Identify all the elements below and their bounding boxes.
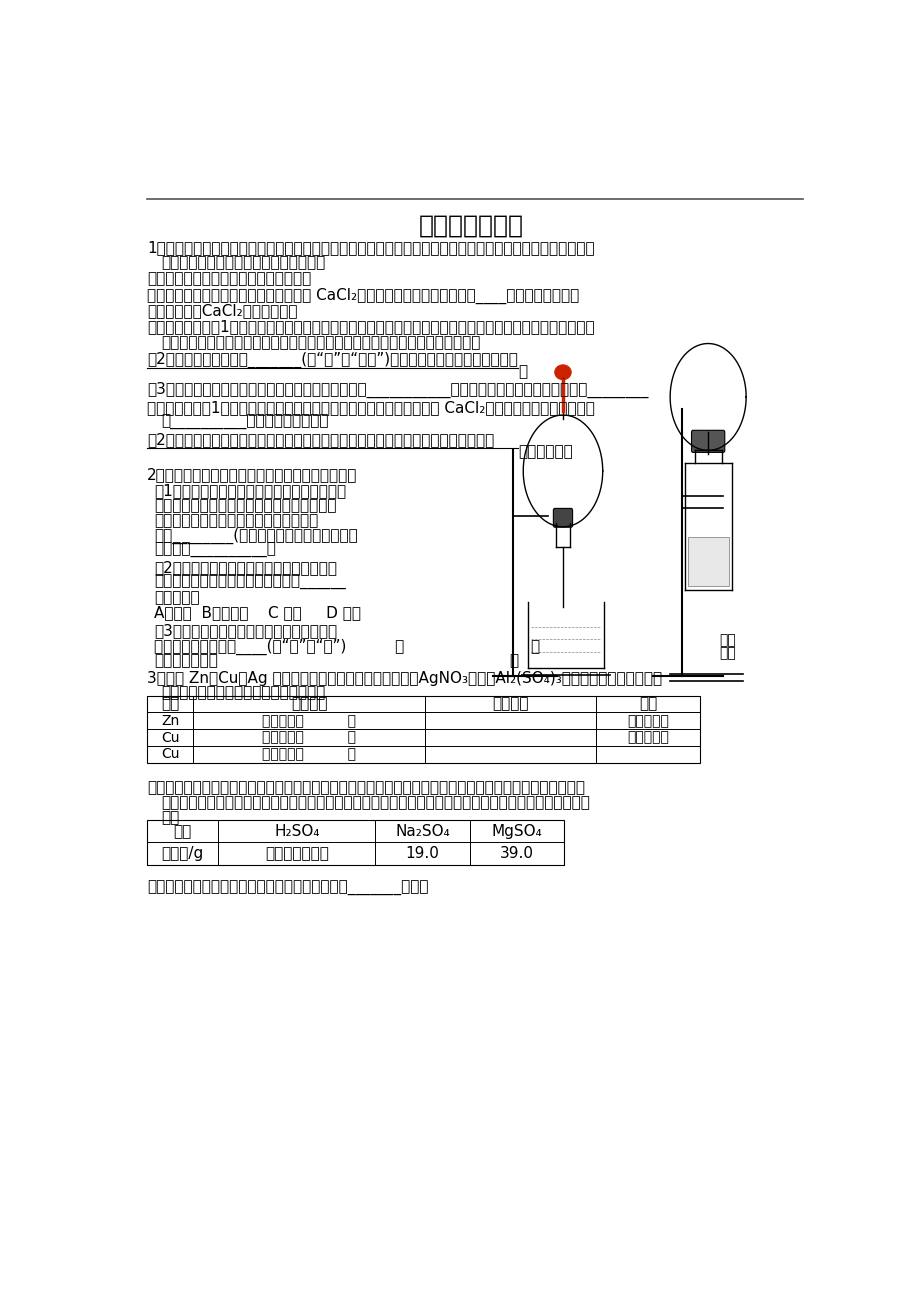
Text: ＿＞＿＞＿: ＿＞＿＞＿ [627, 730, 668, 745]
Text: A、锌粒  B、碳酸钙    C 木炭     D 镁粉: A、锌粒 B、碳酸钙 C 木炭 D 镁粉 [154, 605, 361, 620]
Text: MgSO₄: MgSO₄ [492, 824, 542, 838]
Bar [147, 820, 563, 865]
Text: 3、探究 Zn、Cu、Ag 金属活动性的强弱，现有三种试剂：AgNO₃溶液、Al₂(SO₄)₃溶液和盐酸，某小组设计: 3、探究 Zn、Cu、Ag 金属活动性的强弱，现有三种试剂：AgNO₃溶液、Al… [147, 671, 662, 686]
Bar [147, 695, 698, 763]
Text: （3）公园中常见的喷泉以及自然界中常见的: （3）公园中常见的喷泉以及自然界中常见的 [154, 624, 337, 638]
Ellipse shape [554, 365, 571, 380]
Text: 与水任意比互溶: 与水任意比互溶 [265, 846, 328, 861]
Text: 19.0: 19.0 [405, 846, 439, 861]
Text: 的__________，反应完全后过滤。: 的__________，反应完全后过滤。 [161, 415, 328, 430]
Text: 39.0: 39.0 [500, 846, 534, 861]
Text: （填字母）: （填字母） [154, 590, 199, 605]
Text: 金属活动性: 金属活动性 [627, 713, 668, 728]
Text: 【查阅资料】CaCl₂溶液呈中性。: 【查阅资料】CaCl₂溶液呈中性。 [147, 303, 297, 319]
Text: 初中化学实验题: 初中化学实验题 [418, 214, 524, 237]
Text: 能是________(填一种，下同），滴管中的物: 能是________(填一种，下同），滴管中的物 [154, 529, 357, 544]
Text: Na₂SO₄: Na₂SO₄ [395, 824, 449, 838]
Text: 【提出问题】废液中的溶质是什么物质？: 【提出问题】废液中的溶质是什么物质？ [147, 272, 311, 286]
Text: （1）使用甲装置进行实验时，将滴管中的物质: （1）使用甲装置进行实验时，将滴管中的物质 [154, 483, 346, 499]
Text: 结论: 结论 [638, 697, 656, 711]
Text: 装置原理相同。: 装置原理相同。 [154, 654, 218, 668]
Text: 喷泉。小亮同学加入的物质不可能是______: 喷泉。小亮同学加入的物质不可能是______ [154, 575, 346, 590]
Text: 水: 水 [509, 654, 517, 668]
Text: 2、小亮同学设计了如下图所示装置进行趣味实验。: 2、小亮同学设计了如下图所示装置进行趣味实验。 [147, 467, 357, 482]
Text: 小兵同学在化学实验室发现一瓶盛有雾色溶液的试剂瓶，其标签严重破损，如图所示，老师告诉他，这瓶试剂: 小兵同学在化学实验室发现一瓶盛有雾色溶液的试剂瓶，其标签严重破损，如图所示，老师… [147, 780, 584, 794]
Text: 表：: 表： [161, 810, 179, 825]
FancyBboxPatch shape [552, 508, 572, 527]
Text: 。: 。 [517, 363, 527, 379]
Text: 【做出猜想】小红认为废液中的溶质只有 CaCl₂。你认为还可能含有的物质是____。（填化学式）。: 【做出猜想】小红认为废液中的溶质只有 CaCl₂。你认为还可能含有的物质是___… [147, 288, 579, 303]
Text: 火山爆发原理与上述____(填“甲”或“乙”)          甲                          乙: 火山爆发原理与上述____(填“甲”或“乙”) 甲 乙 [154, 638, 539, 655]
Text: 物质: 物质 [174, 824, 192, 838]
Text: 质可能是__________。: 质可能是__________。 [154, 543, 276, 559]
Text: （3）如果要证明你的猜想是正确的，你选择的试剂是___________，当加入该试剂时观察到的现象是________: （3）如果要证明你的猜想是正确的，你选择的试剂是___________，当加入该… [147, 381, 648, 398]
Text: 。（写一条）: 。（写一条） [517, 444, 572, 460]
Text: 产生美丽的喷泉。你推测原烧瓶的物质可: 产生美丽的喷泉。你推测原烧瓶的物质可 [154, 513, 318, 529]
Text: 将铜丝插入          中: 将铜丝插入 中 [262, 747, 356, 762]
Text: 将锌片放入          中: 将锌片放入 中 [262, 713, 356, 728]
Text: 小兵同学根据上述信息，分析认为此溶液一定不是_______溶液，: 小兵同学根据上述信息，分析认为此溶液一定不是_______溶液， [147, 881, 428, 896]
Text: 1、某学校实验室的废液缸中收集了学生在实验室制取二氧化碳后残留的废液。小红同学想探究废液中溶质的成: 1、某学校实验室的废液缸中收集了学生在实验室制取二氧化碳后残留的废液。小红同学想… [147, 241, 594, 255]
Text: H₂SO₄: H₂SO₄ [274, 824, 319, 838]
Text: 实验现象: 实验现象 [492, 697, 528, 711]
Text: Zn: Zn [161, 713, 179, 728]
Text: Cu: Cu [161, 747, 179, 762]
Text: （2）是用以装置进行实验时，也同样形成了: （2）是用以装置进行实验时，也同样形成了 [154, 560, 337, 575]
Text: 【实验与结论】（1）小红取少量残留废液和少量氯化钙溶液分别加入到两支试管中，并分别滴入无色酚酞试液: 【实验与结论】（1）小红取少量残留废液和少量氯化钙溶液分别加入到两支试管中，并分… [147, 320, 594, 335]
Text: 验证方法: 验证方法 [290, 697, 327, 711]
Text: 盐酸: 盐酸 [718, 634, 735, 647]
Text: 了下列实验方案，请你和他们一起探究。: 了下列实验方案，请你和他们一起探究。 [161, 686, 325, 700]
Text: 【拓展应用】（1）若实验证明你的猜想是正确的，想要处理废液只得到 CaCl₂溶液，应向废液中加入过量: 【拓展应用】（1）若实验证明你的猜想是正确的，想要处理废液只得到 CaCl₂溶液… [147, 400, 595, 415]
Text: 金属: 金属 [161, 697, 179, 711]
Text: 将铜丝插入          中: 将铜丝插入 中 [262, 730, 356, 745]
Text: 作对比试验，结果两支试管中溶液均无色，于是小红认为自己的猜想是正确的。: 作对比试验，结果两支试管中溶液均无色，于是小红认为自己的猜想是正确的。 [161, 335, 481, 350]
Text: 固体: 固体 [718, 647, 735, 660]
Text: （2）你认为小红的实验_______(填“能”或“不能”)证明他的猜想是正确的，理由是: （2）你认为小红的实验_______(填“能”或“不能”)证明他的猜想是正确的，… [147, 352, 517, 368]
Text: （2）通过以上探究你认为实验室的废液未经处理直接导入下水道，可能造成的危害是: （2）通过以上探究你认为实验室的废液未经处理直接导入下水道，可能造成的危害是 [147, 432, 494, 447]
Text: 分，请你一同参与探究并回答下列问题：: 分，请你一同参与探究并回答下列问题： [161, 255, 325, 271]
Bar [686, 536, 728, 586]
Text: 挤入烧瓶，然后打开止水夹，可以观察到烧瓶: 挤入烧瓶，然后打开止水夹，可以观察到烧瓶 [154, 499, 336, 513]
Text: 可能是硫酸、硫酸钠、硫酸镁溶液中的一种。小兵同学通过查阅资料得知，常温下这三种物质的溶解度如下: 可能是硫酸、硫酸钠、硫酸镁溶液中的一种。小兵同学通过查阅资料得知，常温下这三种物… [161, 794, 590, 810]
Text: Cu: Cu [161, 730, 179, 745]
Text: 溶解度/g: 溶解度/g [162, 846, 204, 861]
FancyBboxPatch shape [691, 430, 724, 452]
